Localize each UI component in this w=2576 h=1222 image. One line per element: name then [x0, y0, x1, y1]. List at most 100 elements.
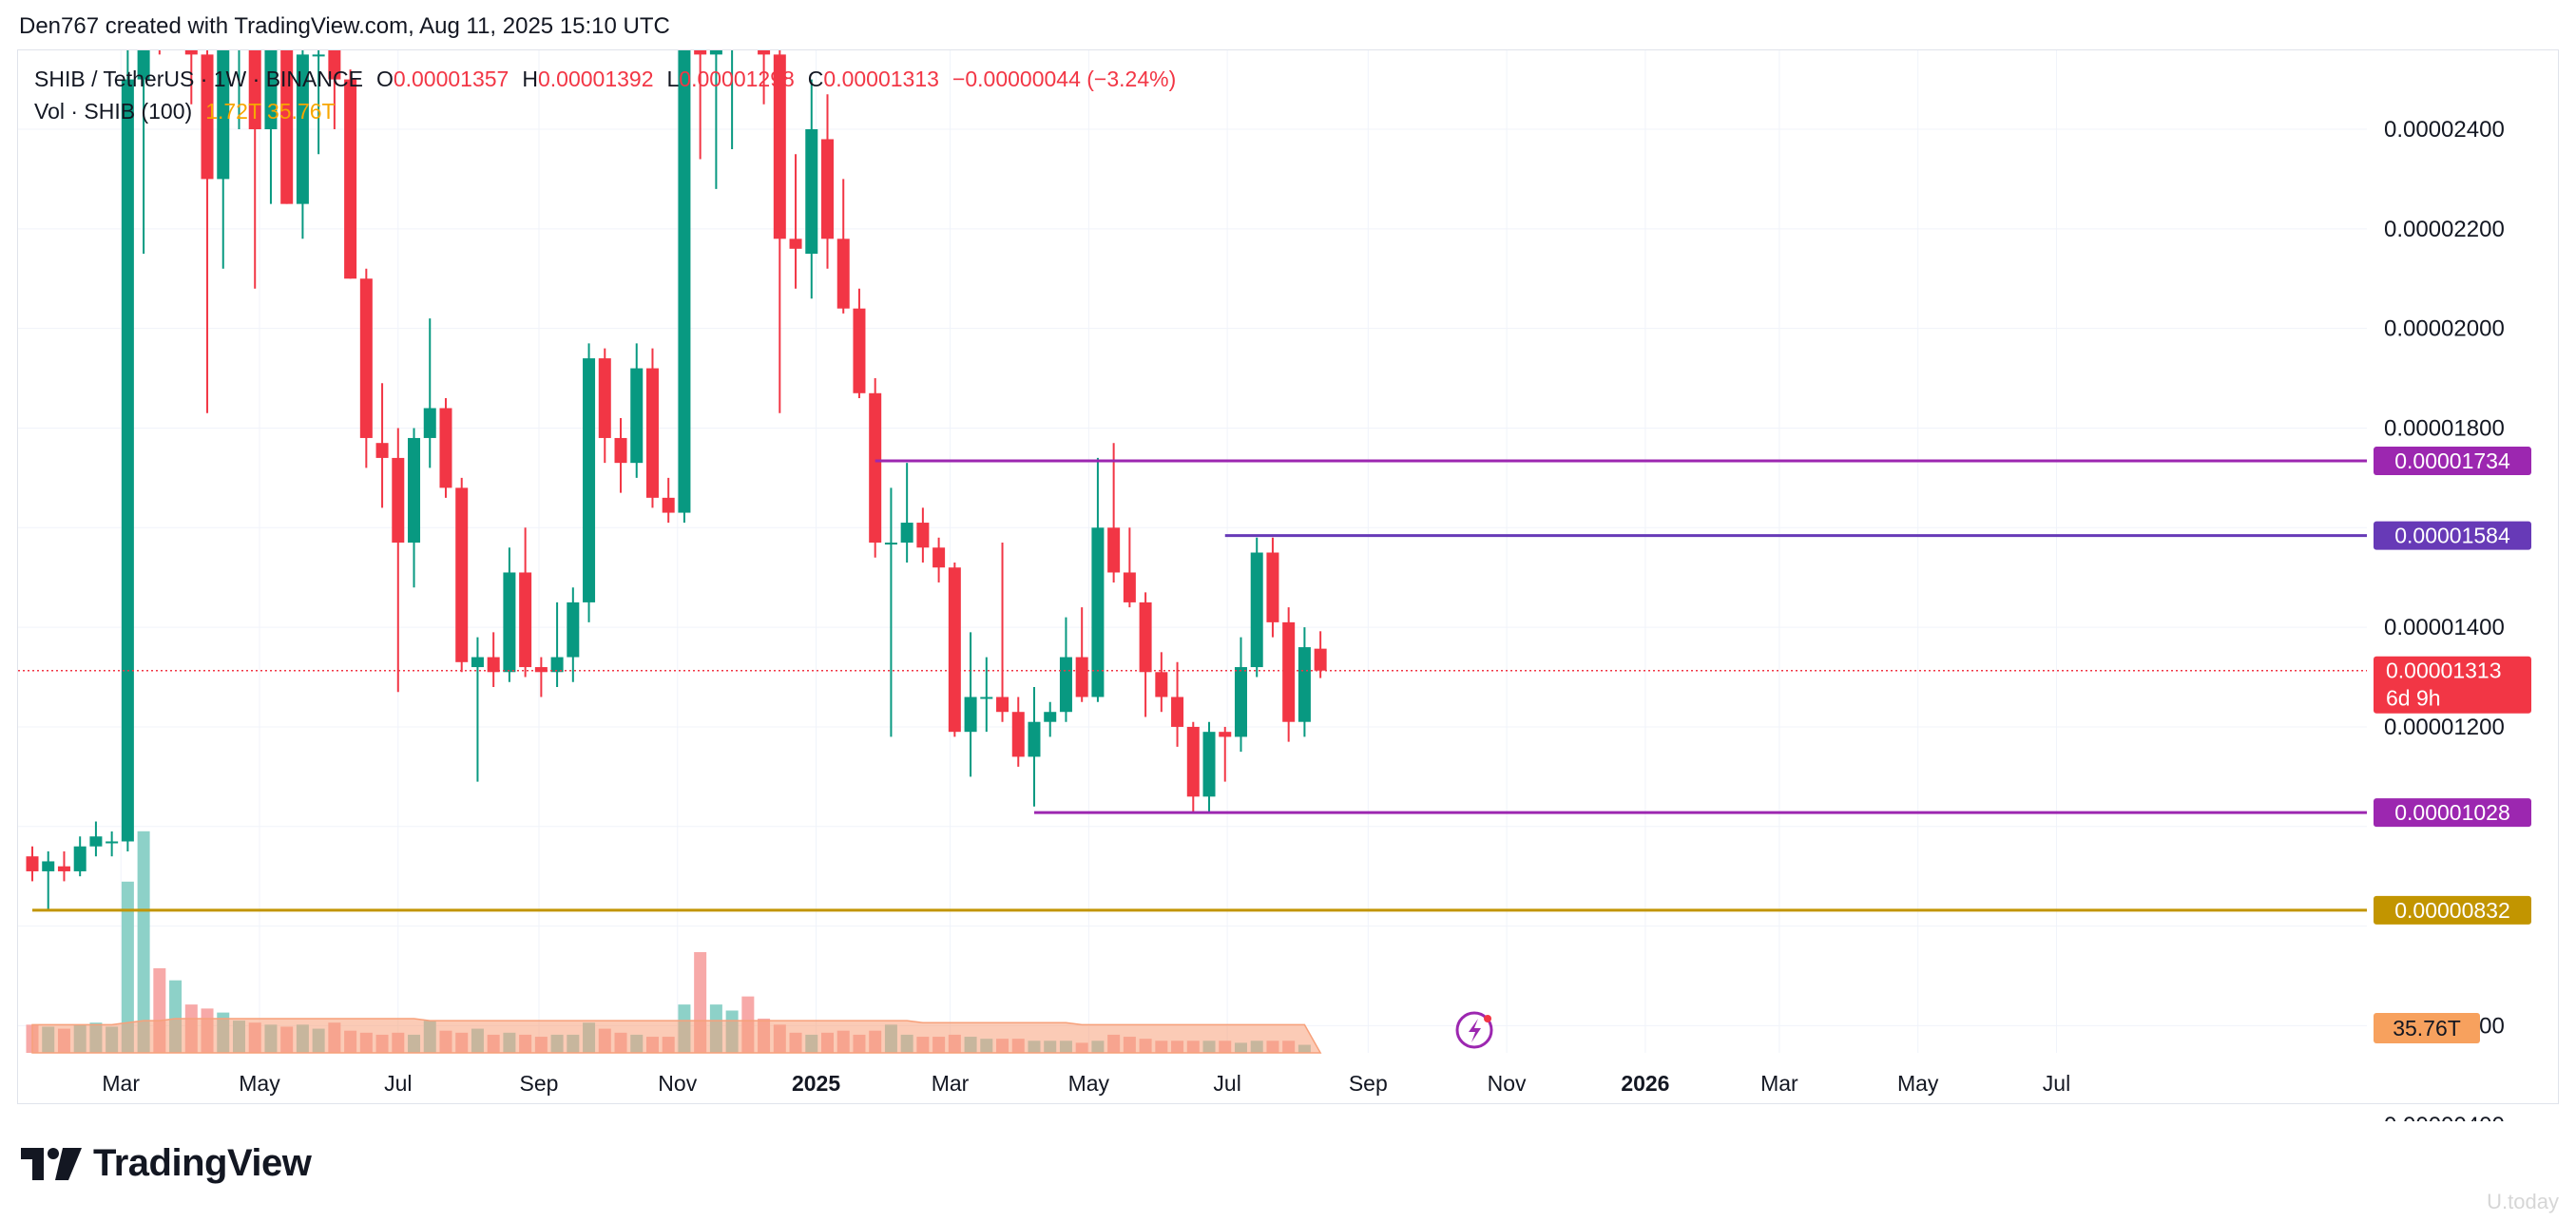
candle[interactable]	[296, 0, 309, 239]
candle[interactable]	[137, 0, 150, 255]
candle[interactable]	[423, 318, 436, 468]
candle[interactable]	[726, 0, 739, 149]
candle[interactable]	[678, 0, 691, 524]
candle-body	[106, 841, 119, 844]
candle[interactable]	[408, 428, 421, 588]
candle[interactable]	[106, 831, 119, 857]
candle[interactable]	[1044, 701, 1057, 737]
candle[interactable]	[1107, 443, 1121, 582]
candle[interactable]	[1266, 537, 1279, 638]
candle[interactable]	[534, 657, 548, 697]
candle[interactable]	[328, 5, 341, 129]
candle[interactable]	[233, 0, 245, 129]
candle[interactable]	[392, 428, 405, 693]
candle-body	[264, 50, 278, 130]
candle[interactable]	[264, 5, 278, 204]
volume-bar	[121, 881, 134, 1053]
candle[interactable]	[645, 348, 659, 508]
candle[interactable]	[1202, 721, 1216, 812]
price-chart[interactable]: 0.00001734 0.00001584 0.00001028 0.00000832…	[0, 0, 2576, 1121]
time-axis-label: Mar	[102, 1071, 140, 1096]
candle[interactable]	[1139, 592, 1152, 717]
candle[interactable]	[1091, 457, 1105, 702]
candle[interactable]	[1250, 537, 1263, 678]
candle[interactable]	[662, 477, 675, 524]
candle[interactable]	[1282, 607, 1296, 742]
lightning-icon[interactable]	[1455, 1011, 1493, 1049]
candle[interactable]	[217, 0, 230, 269]
candle[interactable]	[694, 0, 707, 160]
candle[interactable]	[455, 477, 469, 673]
candle[interactable]	[1059, 617, 1072, 722]
candle[interactable]	[1234, 637, 1247, 753]
candle[interactable]	[869, 378, 882, 558]
candle[interactable]	[1028, 687, 1041, 807]
candle[interactable]	[487, 632, 500, 688]
legend-change: −0.00000044 (−3.24%)	[952, 67, 1177, 91]
candle[interactable]	[900, 463, 913, 563]
candle-body	[296, 54, 309, 204]
candle[interactable]	[1186, 721, 1200, 812]
candle[interactable]	[758, 0, 771, 105]
candle[interactable]	[1123, 527, 1136, 608]
candle[interactable]	[1219, 726, 1232, 782]
candle[interactable]	[89, 821, 103, 857]
candle[interactable]	[853, 288, 866, 399]
candle[interactable]	[1171, 661, 1184, 747]
candle-body	[359, 278, 373, 438]
candle[interactable]	[773, 49, 786, 413]
time-axis-label: Jul	[384, 1071, 412, 1096]
candle[interactable]	[821, 94, 834, 269]
candle[interactable]	[1075, 607, 1088, 702]
candle[interactable]	[598, 348, 611, 464]
candle[interactable]	[583, 343, 596, 622]
candle[interactable]	[519, 527, 532, 678]
candle[interactable]	[884, 487, 897, 737]
candle[interactable]	[741, 0, 754, 5]
candle-body	[550, 657, 564, 673]
candle[interactable]	[932, 537, 946, 582]
candle-body	[121, 79, 134, 842]
candle[interactable]	[42, 850, 55, 911]
candle[interactable]	[280, 5, 294, 204]
candle[interactable]	[201, 0, 214, 413]
candle[interactable]	[121, 0, 134, 851]
volume-bar	[137, 831, 150, 1053]
candle[interactable]	[248, 0, 261, 289]
candle[interactable]	[57, 850, 70, 882]
candle[interactable]	[184, 0, 198, 105]
candle[interactable]	[789, 154, 802, 289]
candle[interactable]	[153, 0, 165, 55]
candle[interactable]	[344, 69, 357, 279]
candle[interactable]	[1011, 697, 1025, 767]
candle[interactable]	[614, 417, 627, 493]
candle[interactable]	[73, 836, 87, 877]
candle[interactable]	[964, 632, 977, 777]
candle[interactable]	[471, 637, 484, 782]
candle[interactable]	[550, 601, 564, 688]
candle[interactable]	[836, 179, 850, 314]
candle-body	[1250, 552, 1263, 668]
candle[interactable]	[1155, 652, 1168, 713]
candle[interactable]	[439, 398, 452, 498]
candle-body	[217, 50, 230, 180]
candle[interactable]	[980, 657, 993, 733]
candle[interactable]	[948, 562, 961, 737]
candle[interactable]	[630, 343, 644, 478]
candle[interactable]	[26, 846, 39, 882]
legend-close-key: C	[807, 67, 824, 91]
brand[interactable]: TradingView	[21, 1142, 312, 1185]
candle[interactable]	[375, 383, 389, 508]
candle[interactable]	[805, 79, 818, 299]
candle[interactable]	[503, 547, 516, 682]
candle[interactable]	[916, 507, 930, 563]
candle[interactable]	[567, 587, 580, 682]
candle[interactable]	[312, 5, 325, 155]
chart-credit: Den767 created with TradingView.com, Aug…	[19, 13, 670, 39]
candle-body	[1298, 647, 1311, 722]
candle[interactable]	[359, 268, 373, 468]
candle[interactable]	[1298, 627, 1311, 737]
candle[interactable]	[709, 0, 722, 189]
candle[interactable]	[996, 543, 1009, 722]
candle-body	[1202, 732, 1216, 797]
